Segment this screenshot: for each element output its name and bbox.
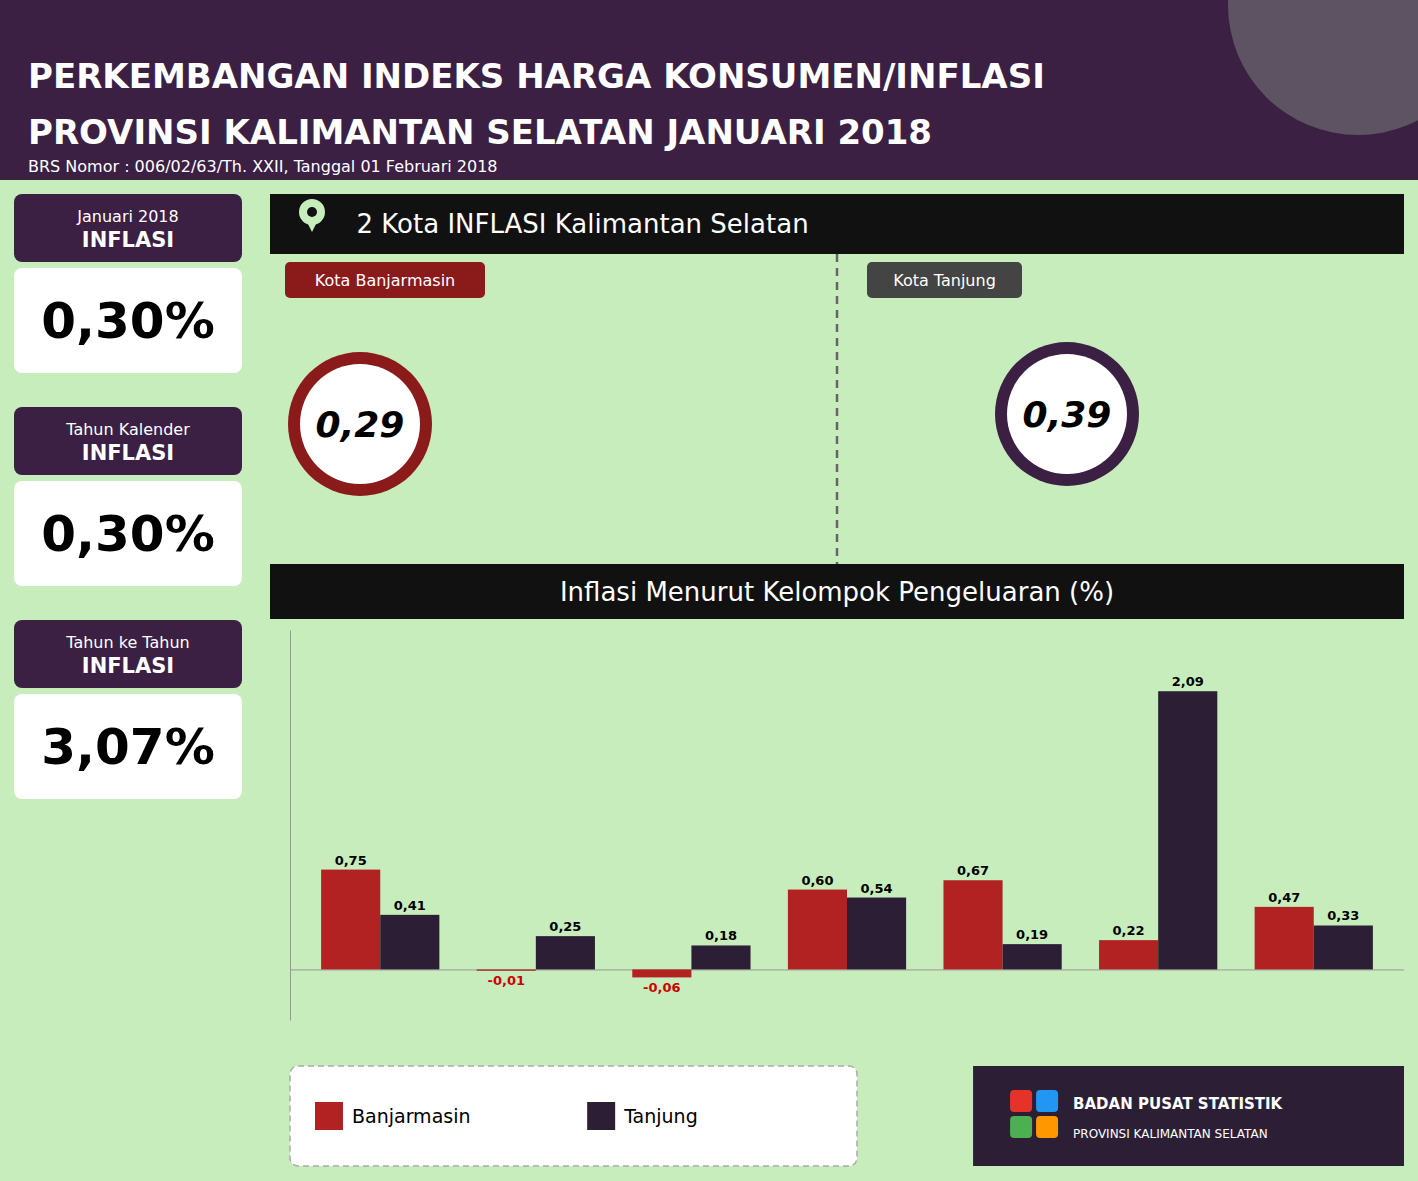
data-label: 0,75 [335,853,367,868]
city-header-bar [270,194,1404,254]
data-label: 0,60 [801,873,833,888]
pin-head [299,199,325,225]
bars [321,691,1373,977]
panel-period: Tahun ke Tahun [65,633,189,652]
city-name: Kota Banjarmasin [315,271,455,290]
bar [321,870,380,970]
bar [536,936,595,969]
panel-label: INFLASI [82,441,174,465]
panel-label-box [14,407,242,475]
legend-label: Tanjung [623,1105,698,1127]
data-labels: 0,75 -0,01 -0,06 0,60 0,67 0,22 0,47 0,41 0,25 0,… [335,674,1360,995]
city-tag [867,262,1022,298]
legend-label: Banjarmasin [352,1105,471,1127]
panel-period: Januari 2018 [76,207,178,226]
y-axis-line [290,631,291,1021]
logo-square [1036,1090,1058,1112]
inflation-panels: Januari 2018 INFLASI 0,30% Tahun Kalender IN… [14,194,242,799]
bar [847,898,906,970]
city-ring-inner [300,364,420,484]
bar [691,945,750,969]
bar-series [380,691,1373,969]
data-label: -0,06 [643,980,680,995]
chart-title-bar [270,564,1404,619]
location-pin [299,199,325,232]
legend-box [290,1066,857,1166]
logo-square [1010,1116,1032,1138]
bar [1158,691,1217,969]
legend-swatch [315,1102,343,1130]
legend: Banjarmasin Tanjung [290,1066,857,1166]
city-tag [285,262,485,298]
pin-hole [307,207,317,217]
city-section: 2 Kota INFLASI Kalimantan Selatan Kota Ba… [270,194,1404,564]
data-label: 0,19 [1016,927,1048,942]
data-label: 0,47 [1268,890,1300,905]
title-line: PERKEMBANGAN INDEKS HARGA KONSUMEN/INFLA… [28,56,1045,96]
city-value: 0,39 [1023,394,1112,435]
city-ring [288,352,432,496]
panel-value: 0,30% [41,292,214,350]
inflation-panel: Tahun Kalender INFLASI 0,30% [14,407,242,586]
bar [477,969,536,970]
title-line: PROVINSI KALIMANTAN SELATAN JANUARI 2018 [28,112,932,152]
header-background [0,0,1418,180]
panel-value-box [14,481,242,586]
publisher-background [973,1066,1404,1166]
legend-swatch [587,1102,615,1130]
bar [788,890,847,970]
panel-label: INFLASI [82,654,174,678]
bar [380,915,439,970]
header: PERKEMBANGAN INDEKS HARGA KONSUMEN/INFLA… [0,0,1418,180]
bar-chart: 0,75 -0,01 -0,06 0,60 0,67 0,22 0,47 0,41 0,25 0,… [290,631,1404,1021]
subtitle: BRS Nomor : 006/02/63/Th. XXII, Tanggal … [28,157,498,176]
logo-square [1010,1090,1032,1112]
panel-value-box [14,694,242,799]
data-label: 2,09 [1172,674,1204,689]
panel-value: 0,30% [41,505,214,563]
panel-value-box [14,268,242,373]
panel-value: 3,07% [41,718,214,776]
inflation-panel: Januari 2018 INFLASI 0,30% [14,194,242,373]
chart-title: Inflasi Menurut Kelompok Pengeluaran (%) [560,577,1114,607]
data-label: 0,67 [957,863,989,878]
data-label: 0,25 [549,919,581,934]
panel-label-box [14,620,242,688]
city-value: 0,29 [316,404,405,445]
bar [943,880,1002,969]
data-label: 0,22 [1113,923,1145,938]
publisher-name: BADAN PUSAT STATISTIK [1073,1095,1283,1113]
city-ring-inner [1007,354,1127,474]
y-axis [290,631,1404,1021]
panel-label: INFLASI [82,228,174,252]
city-name: Kota Tanjung [893,271,996,290]
panel-period: Tahun Kalender [65,420,190,439]
panel-label-box [14,194,242,262]
data-label: 0,18 [705,928,737,943]
legend-item: Tanjung [587,1102,698,1130]
bar [1003,944,1062,969]
publisher-block: BADAN PUSAT STATISTIK PROVINSI KALIMANTAN… [973,1066,1404,1166]
data-label: 0,41 [394,898,426,913]
infographic: PERKEMBANGAN INDEKS HARGA KONSUMEN/INFLA… [0,0,1418,1181]
city-ring [995,342,1139,486]
background [0,0,1418,1181]
legend-item: Banjarmasin [315,1102,471,1130]
city-header: 2 Kota INFLASI Kalimantan Selatan [340,209,809,239]
divider [836,254,839,564]
data-label: 0,54 [861,881,893,896]
y-tick [290,969,1404,970]
bar [1314,925,1373,969]
header-decoration [1228,0,1418,135]
publisher-region: PROVINSI KALIMANTAN SELATAN [1073,1127,1268,1141]
bar [1099,940,1158,969]
logo-square [1036,1116,1058,1138]
bar [1255,907,1314,970]
data-label: 0,33 [1327,908,1359,923]
inflation-panel: Tahun ke Tahun INFLASI 3,07% [14,620,242,799]
bar [632,969,691,977]
data-label: -0,01 [488,973,525,988]
zero-line [290,969,1404,970]
